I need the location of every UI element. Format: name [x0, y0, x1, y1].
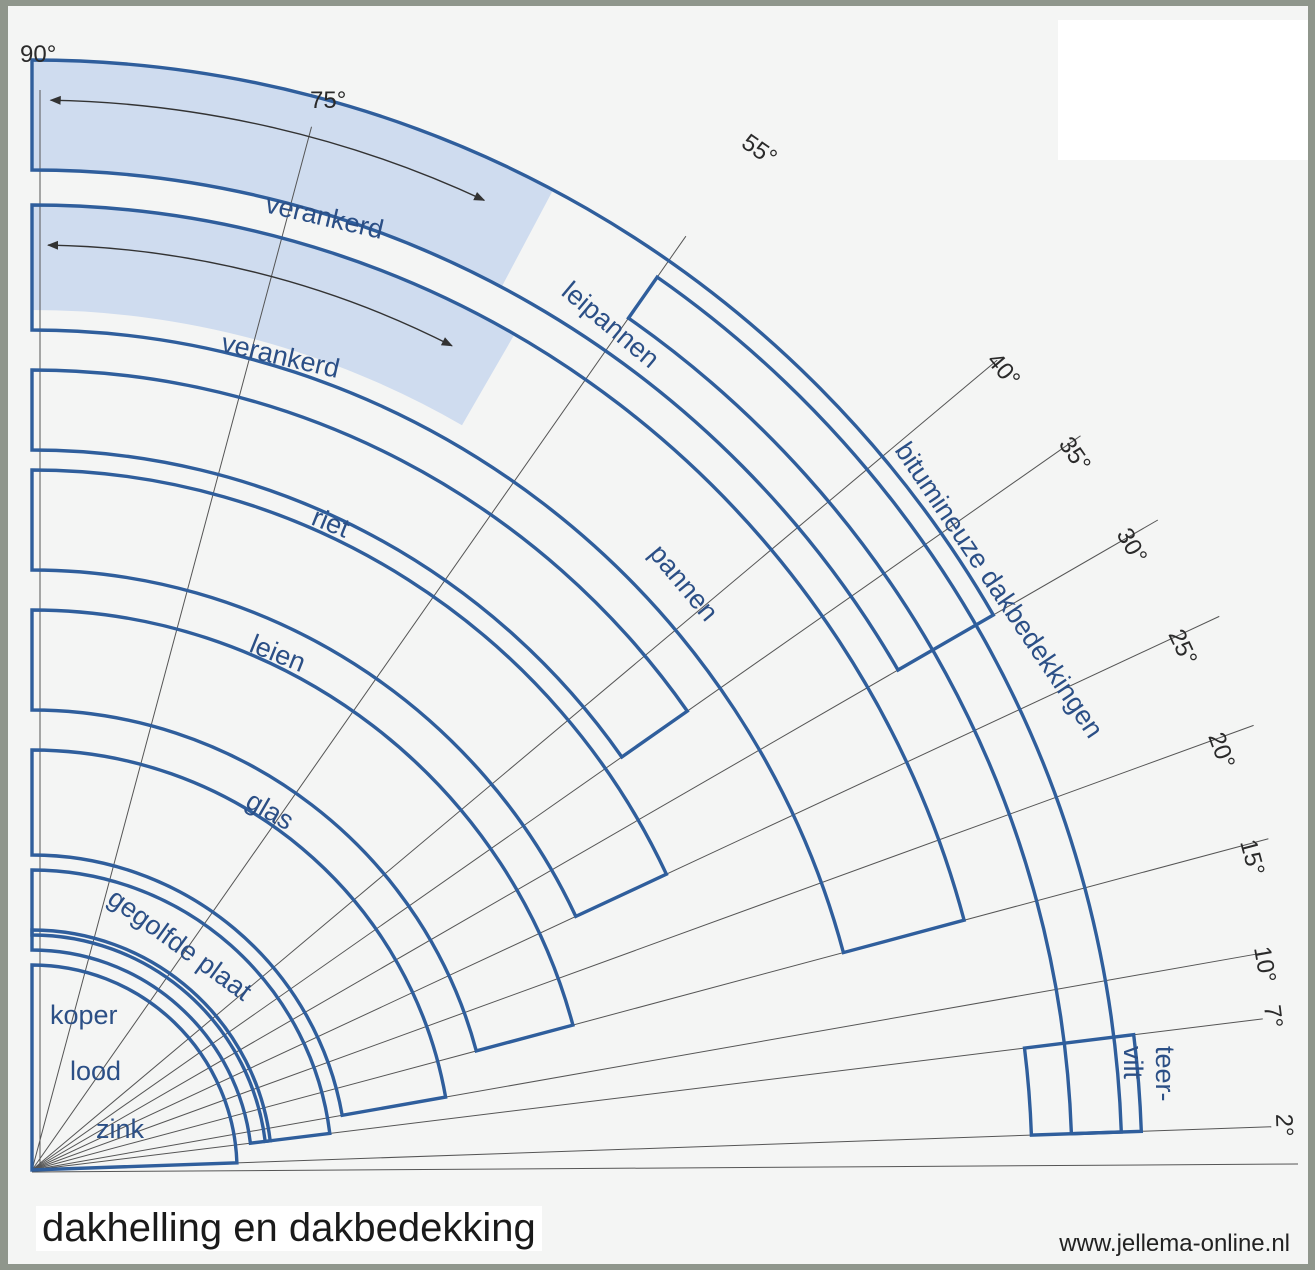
material-labels: zink lood koper gegolfde plaat glas leie…	[50, 189, 1180, 1144]
angle-label: 10°	[1248, 944, 1281, 984]
verankerd-arrow	[49, 95, 486, 201]
angle-label: 40°	[981, 348, 1025, 393]
band-koper	[30, 868, 332, 1144]
angle-line	[31, 359, 998, 1171]
band-zink	[30, 963, 239, 1172]
material-label-leien: leien	[246, 629, 310, 678]
band-riet	[30, 368, 690, 760]
material-bands	[30, 58, 1144, 1172]
angle-label: 30°	[1111, 524, 1153, 569]
angle-line	[31, 838, 1269, 1171]
angle-label: 35°	[1053, 432, 1096, 477]
diagram-sheet: 90° 75° 55° 40° 35° 30° 25° 20° 15° 10° …	[8, 6, 1308, 1264]
white-patch	[1058, 20, 1308, 160]
material-label-koper: koper	[50, 1000, 118, 1030]
source-credit: www.jellema-online.nl	[1059, 1230, 1290, 1257]
verankerd-arrow	[46, 240, 453, 347]
band-leien	[30, 468, 669, 919]
angle-label: 20°	[1202, 729, 1240, 772]
band-lood	[30, 928, 273, 1146]
material-label-teer-vilt: teer- vilt	[1118, 1046, 1180, 1109]
band-gegolfde-plaat	[30, 748, 448, 1118]
material-label-glas: glas	[241, 785, 299, 836]
material-label-pannen: pannen	[643, 539, 724, 627]
angle-label: 15°	[1234, 837, 1269, 879]
angle-label: 25°	[1163, 625, 1203, 669]
angle-line	[31, 235, 687, 1171]
angle-line	[31, 435, 1081, 1171]
angle-label: 90°	[20, 41, 56, 68]
angle-line	[31, 724, 1254, 1171]
band-bitumineus	[626, 274, 1124, 1136]
roof-pitch-diagram: 90° 75° 55° 40° 35° 30° 25° 20° 15° 10° …	[20, 41, 1299, 1173]
material-label-lood: lood	[70, 1056, 121, 1086]
band-teer-vilt	[1022, 1032, 1144, 1137]
material-label-zink: zink	[96, 1114, 145, 1144]
angle-label: 55°	[737, 129, 782, 172]
diagram-title: dakhelling en dakbedekking	[36, 1206, 542, 1251]
material-label-bitumineuze-dakbedekkingen: bitumineuze dakbedekkingen	[889, 437, 1109, 744]
angle-label: 75°	[310, 87, 346, 114]
angle-label: 7°	[1258, 1003, 1288, 1029]
band-glas	[30, 608, 575, 1053]
baseline	[31, 1163, 1299, 1173]
angle-label: 2°	[1270, 1113, 1298, 1137]
